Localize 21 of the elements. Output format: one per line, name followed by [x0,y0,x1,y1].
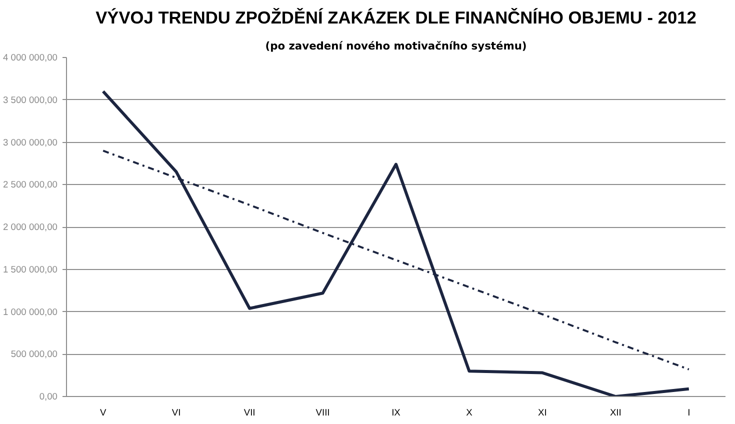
chart-subtitle: (po zavedení nového motivačního systému) [265,40,527,52]
x-tick-label: VIII [316,408,330,418]
y-tick-label: 3 000 000,00 [3,137,58,148]
y-tick-label: 500 000,00 [10,349,58,360]
x-tick-label: V [100,408,107,418]
line-series [102,90,690,396]
x-tick-label: VI [172,408,181,418]
y-tick-label: 0,00 [39,392,58,402]
x-tick-label: VII [244,408,256,418]
x-tick-label: X [466,408,474,418]
x-tick-label: XII [610,408,622,418]
x-tick-label: I [688,408,690,418]
y-tick-label: 2 000 000,00 [3,222,58,232]
y-tick-label: 1 000 000,00 [3,306,58,317]
chart-title: VÝVOJ TRENDU ZPOŽDĚNÍ ZAKÁZEK DLE FINANČNÍHO OBJEMU - 2012 [96,8,696,28]
y-tick-label: 3 500 000,00 [3,94,58,105]
y-tick-label: 2 500 000,00 [3,180,58,190]
x-tick-label: XI [538,408,547,418]
x-tick-label: IX [392,408,402,418]
y-tick-label: 4 000 000,00 [3,52,58,62]
y-tick-label: 1 500 000,00 [3,264,58,274]
